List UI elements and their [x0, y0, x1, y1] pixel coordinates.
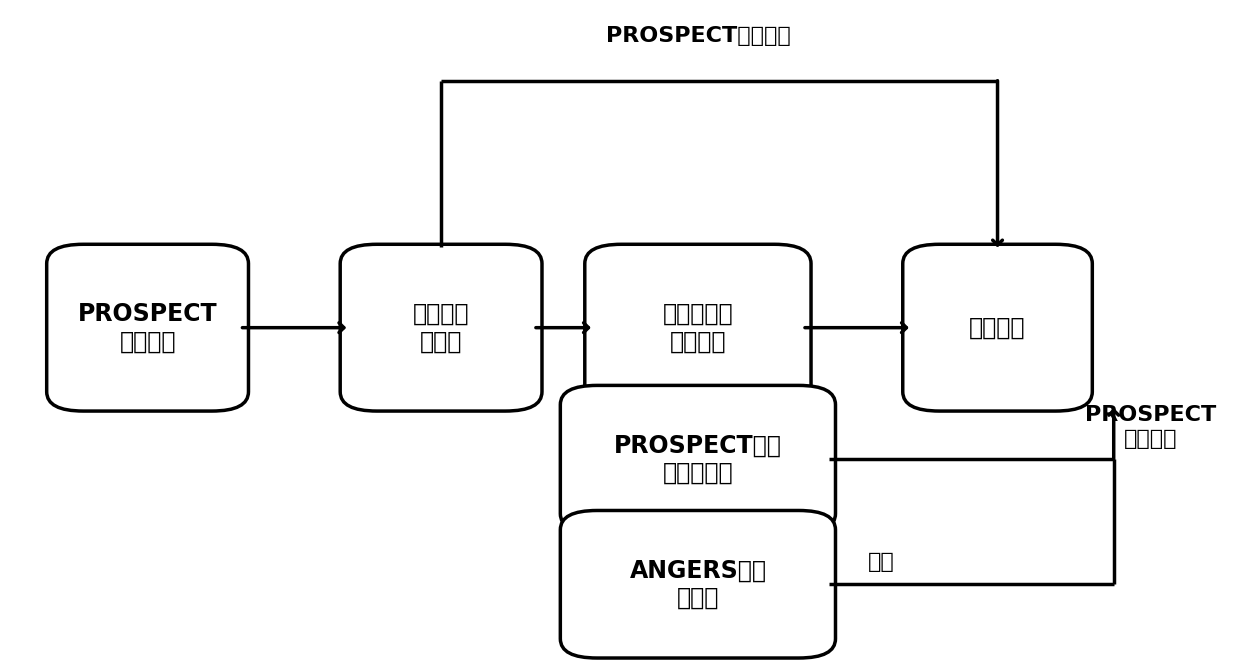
FancyBboxPatch shape: [903, 244, 1092, 411]
Text: 波段空间自
相关分析: 波段空间自 相关分析: [662, 302, 733, 353]
Text: 验证: 验证: [868, 552, 895, 572]
Text: PROSPECT
模型正演: PROSPECT 模型正演: [78, 302, 217, 353]
Text: PROSPECT
模型反演: PROSPECT 模型反演: [1085, 406, 1216, 449]
Text: 模拟光谱
数据集: 模拟光谱 数据集: [413, 302, 470, 353]
Text: PROSPECT模型反演: PROSPECT模型反演: [605, 26, 790, 46]
FancyBboxPatch shape: [585, 244, 811, 411]
Text: 波段选择: 波段选择: [970, 316, 1025, 339]
FancyBboxPatch shape: [560, 511, 836, 658]
FancyBboxPatch shape: [560, 385, 836, 533]
FancyBboxPatch shape: [47, 244, 248, 411]
Text: PROSPECT模型
敏感性分析: PROSPECT模型 敏感性分析: [614, 433, 782, 485]
Text: ANGERS实测
数据集: ANGERS实测 数据集: [630, 558, 766, 610]
FancyBboxPatch shape: [340, 244, 542, 411]
